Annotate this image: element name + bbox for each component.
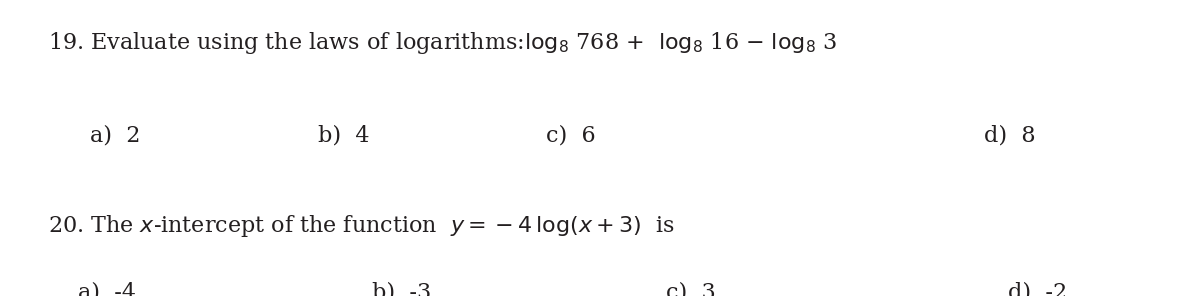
Text: a)  -4: a) -4 — [78, 281, 136, 296]
Text: d)  8: d) 8 — [984, 124, 1036, 146]
Text: b)  -3: b) -3 — [372, 281, 431, 296]
Text: 20. The $x$-intercept of the function  $y = -4\,\mathrm{log}(x + 3)$  is: 20. The $x$-intercept of the function $y… — [48, 213, 676, 239]
Text: 19. Evaluate using the laws of logarithms:$\mathrm{log}_8$ 768 $+$  $\mathrm{log: 19. Evaluate using the laws of logarithm… — [48, 30, 838, 56]
Text: a)  2: a) 2 — [90, 124, 140, 146]
Text: b)  4: b) 4 — [318, 124, 370, 146]
Text: c)  3: c) 3 — [666, 281, 715, 296]
Text: c)  6: c) 6 — [546, 124, 595, 146]
Text: d)  -2: d) -2 — [1008, 281, 1067, 296]
